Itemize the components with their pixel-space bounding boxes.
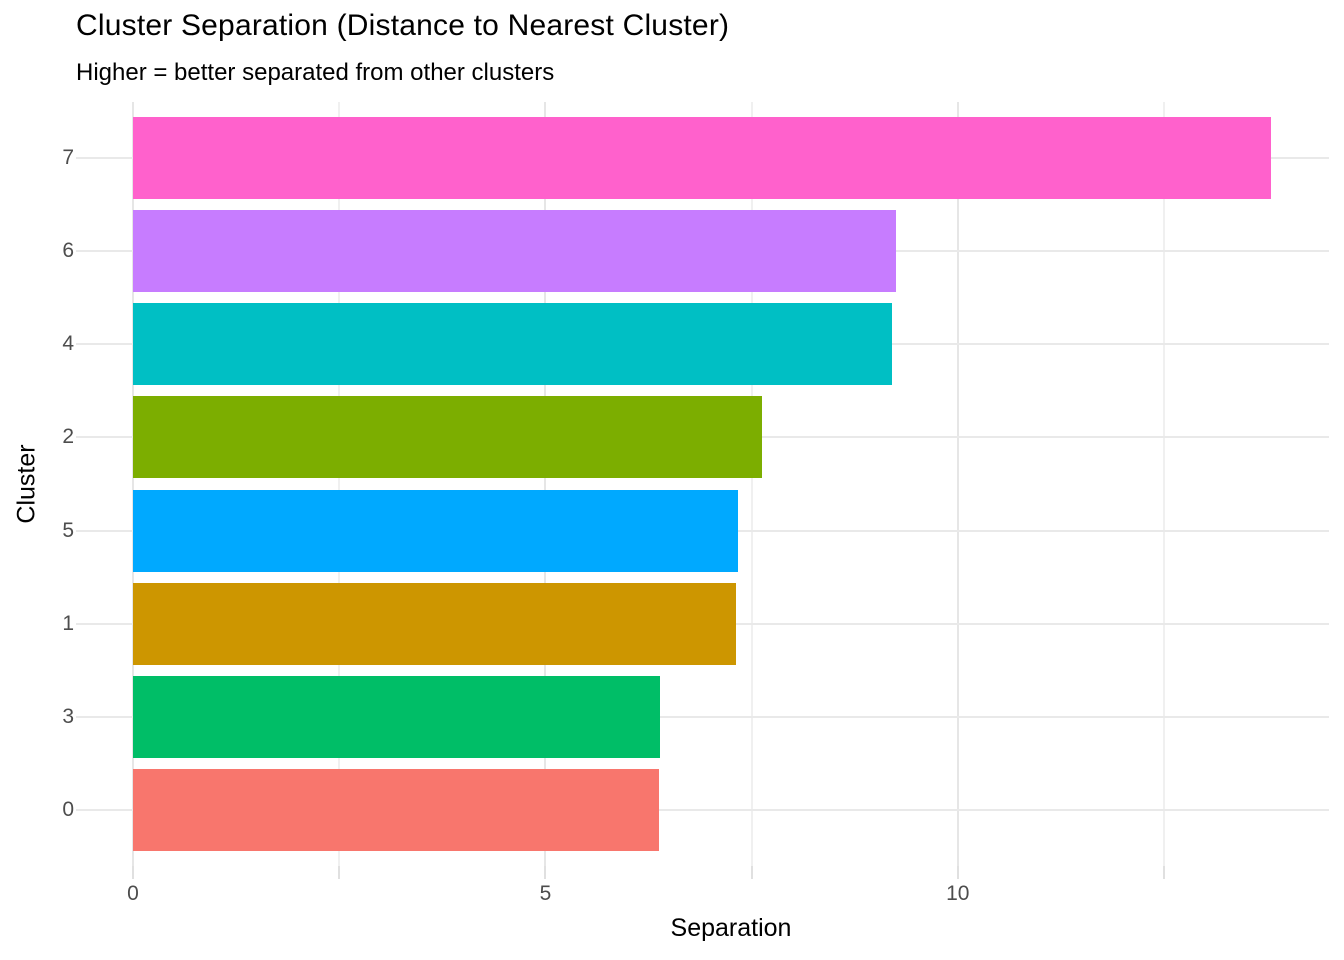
x-tick (338, 866, 341, 879)
y-tick (76, 716, 133, 718)
chart-subtitle: Higher = better separated from other clu… (76, 59, 555, 86)
gridline-y-major (133, 716, 1329, 718)
y-axis-title: Cluster (12, 444, 41, 524)
gridline-x-minor (338, 102, 341, 866)
x-axis-title: Separation (670, 914, 792, 942)
y-tick (76, 623, 133, 625)
x-tick (132, 866, 134, 879)
bar-cluster-2 (133, 396, 762, 478)
x-tick (750, 866, 753, 879)
x-tick (1163, 866, 1166, 879)
y-tick (76, 157, 133, 159)
gridline-x-major (956, 102, 959, 866)
bar-cluster-0 (133, 769, 659, 851)
bar-cluster-3 (133, 676, 660, 758)
y-tick-label: 6 (62, 239, 74, 262)
bar-cluster-1 (133, 583, 736, 665)
y-tick (76, 809, 133, 811)
y-tick-label: 1 (62, 612, 74, 635)
bar-cluster-5 (133, 490, 738, 572)
y-tick (76, 343, 133, 345)
y-tick (76, 530, 133, 532)
x-tick (956, 866, 959, 879)
gridline-x-minor (1163, 102, 1166, 866)
bar-cluster-7 (133, 117, 1271, 199)
y-tick (76, 436, 133, 438)
y-tick (76, 250, 133, 252)
x-tick (544, 866, 547, 879)
plot-panel (132, 102, 1329, 866)
x-tick-label: 10 (946, 882, 970, 905)
y-tick-label: 2 (62, 425, 74, 448)
y-tick-label: 3 (62, 705, 74, 728)
chart-title: Cluster Separation (Distance to Nearest … (76, 9, 730, 42)
bar-cluster-4 (133, 303, 892, 385)
gridline-x-major (544, 102, 547, 866)
x-tick-label: 5 (539, 882, 552, 905)
x-tick-label: 0 (127, 882, 139, 905)
y-tick-label: 4 (62, 332, 74, 355)
gridline-x-minor (750, 102, 753, 866)
bar-cluster-6 (133, 210, 896, 292)
gridline-y-major (133, 809, 1329, 811)
y-tick-label: 7 (62, 146, 74, 169)
y-tick-label: 0 (62, 798, 74, 821)
y-tick-label: 5 (62, 519, 74, 542)
gridline-x-major (132, 102, 134, 866)
